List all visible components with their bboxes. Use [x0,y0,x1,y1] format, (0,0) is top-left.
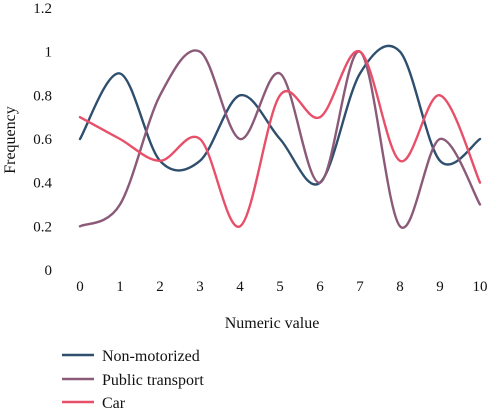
x-tick-label: 8 [396,279,404,295]
x-tick-label: 4 [236,279,244,295]
y-tick-label: 1 [45,45,53,61]
x-tick-label: 0 [76,279,84,295]
y-tick-label: 1.2 [33,1,52,17]
x-axis-title: Numeric value [225,315,320,332]
legend-item-car: Car [62,395,126,412]
series-line-non-motorized [78,44,482,186]
legend-label: Car [102,395,126,412]
x-tick-label: 7 [356,279,364,295]
y-tick-label: 0.4 [33,176,52,192]
series-line-car [78,50,482,228]
x-tick-label: 10 [473,279,488,295]
legend-label: Public transport [102,372,204,389]
legend-item-public-transport: Public transport [62,372,204,389]
y-tick-label: 0 [45,263,53,279]
x-axis-ticks: 0 1 2 3 4 5 6 7 8 9 10 [76,279,487,295]
legend-label: Non-motorized [102,348,200,365]
x-tick-label: 2 [156,279,164,295]
x-tick-label: 1 [116,279,124,295]
y-axis-title: Frequency [2,106,19,174]
x-tick-label: 3 [196,279,204,295]
x-tick-label: 6 [316,279,324,295]
series-line-public-transport [78,49,482,229]
y-tick-label: 0.8 [33,88,52,104]
x-tick-label: 5 [276,279,284,295]
plot-area [78,44,482,229]
x-tick-label: 9 [436,279,444,295]
y-tick-label: 0.2 [33,219,52,235]
legend-item-non-motorized: Non-motorized [62,348,200,365]
y-tick-label: 0.6 [33,132,52,148]
y-axis-ticks: 0 0.2 0.4 0.6 0.8 1 1.2 [33,1,52,279]
legend: Non-motorized Public transport Car [62,348,204,412]
